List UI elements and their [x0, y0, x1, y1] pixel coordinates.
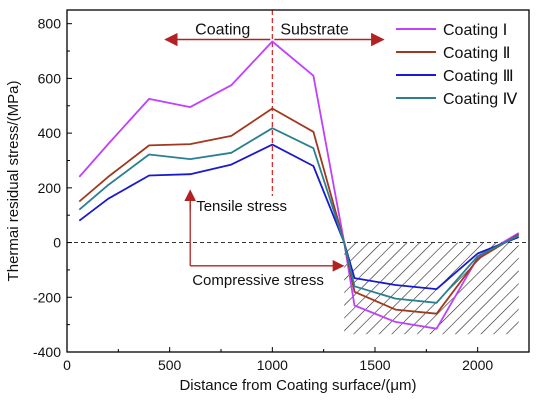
coating-label: Coating: [195, 22, 250, 39]
legend: Coating Ⅰ Coating Ⅱ Coating Ⅲ Coating Ⅳ: [396, 22, 518, 108]
y-tick-label: -400: [33, 344, 61, 360]
plot-frame: [66, 9, 530, 353]
legend-label-3: Coating Ⅲ: [443, 68, 514, 85]
y-tick-label: 400: [38, 125, 62, 141]
legend-label-2: Coating Ⅱ: [443, 45, 510, 62]
substrate-label: Substrate: [280, 22, 349, 39]
series-line-1: [78, 40, 520, 330]
x-tick-label: 1500: [359, 357, 390, 373]
x-axis-label: Distance from Coating surface/(μm): [179, 377, 416, 394]
legend-label-1: Coating Ⅰ: [443, 22, 507, 39]
y-axis-ticks: -400 -200 0 200 400 600 800: [33, 16, 72, 360]
y-tick-label: -200: [33, 289, 61, 305]
series-layer: [78, 40, 520, 330]
series-line-3: [78, 143, 520, 291]
legend-label-4: Coating Ⅳ: [443, 91, 518, 108]
y-tick-label: 800: [38, 16, 62, 32]
y-axis-label: Thermai residual stress/(MPa): [5, 81, 22, 282]
y-tick-label: 0: [53, 235, 61, 251]
y-tick-label: 200: [38, 180, 62, 196]
x-tick-label: 2000: [462, 357, 493, 373]
x-tick-label: 0: [63, 357, 71, 373]
y-tick-label: 600: [38, 70, 62, 86]
x-tick-label: 500: [158, 357, 182, 373]
tensile-stress-label: Tensile stress: [196, 198, 287, 215]
compressive-stress-label: Compressive stress: [192, 272, 324, 289]
series-line-4: [78, 127, 520, 304]
x-axis-ticks: 0 500 1000 1500 2000: [63, 347, 493, 373]
series-line-2: [78, 107, 520, 315]
x-tick-label: 1000: [257, 357, 288, 373]
